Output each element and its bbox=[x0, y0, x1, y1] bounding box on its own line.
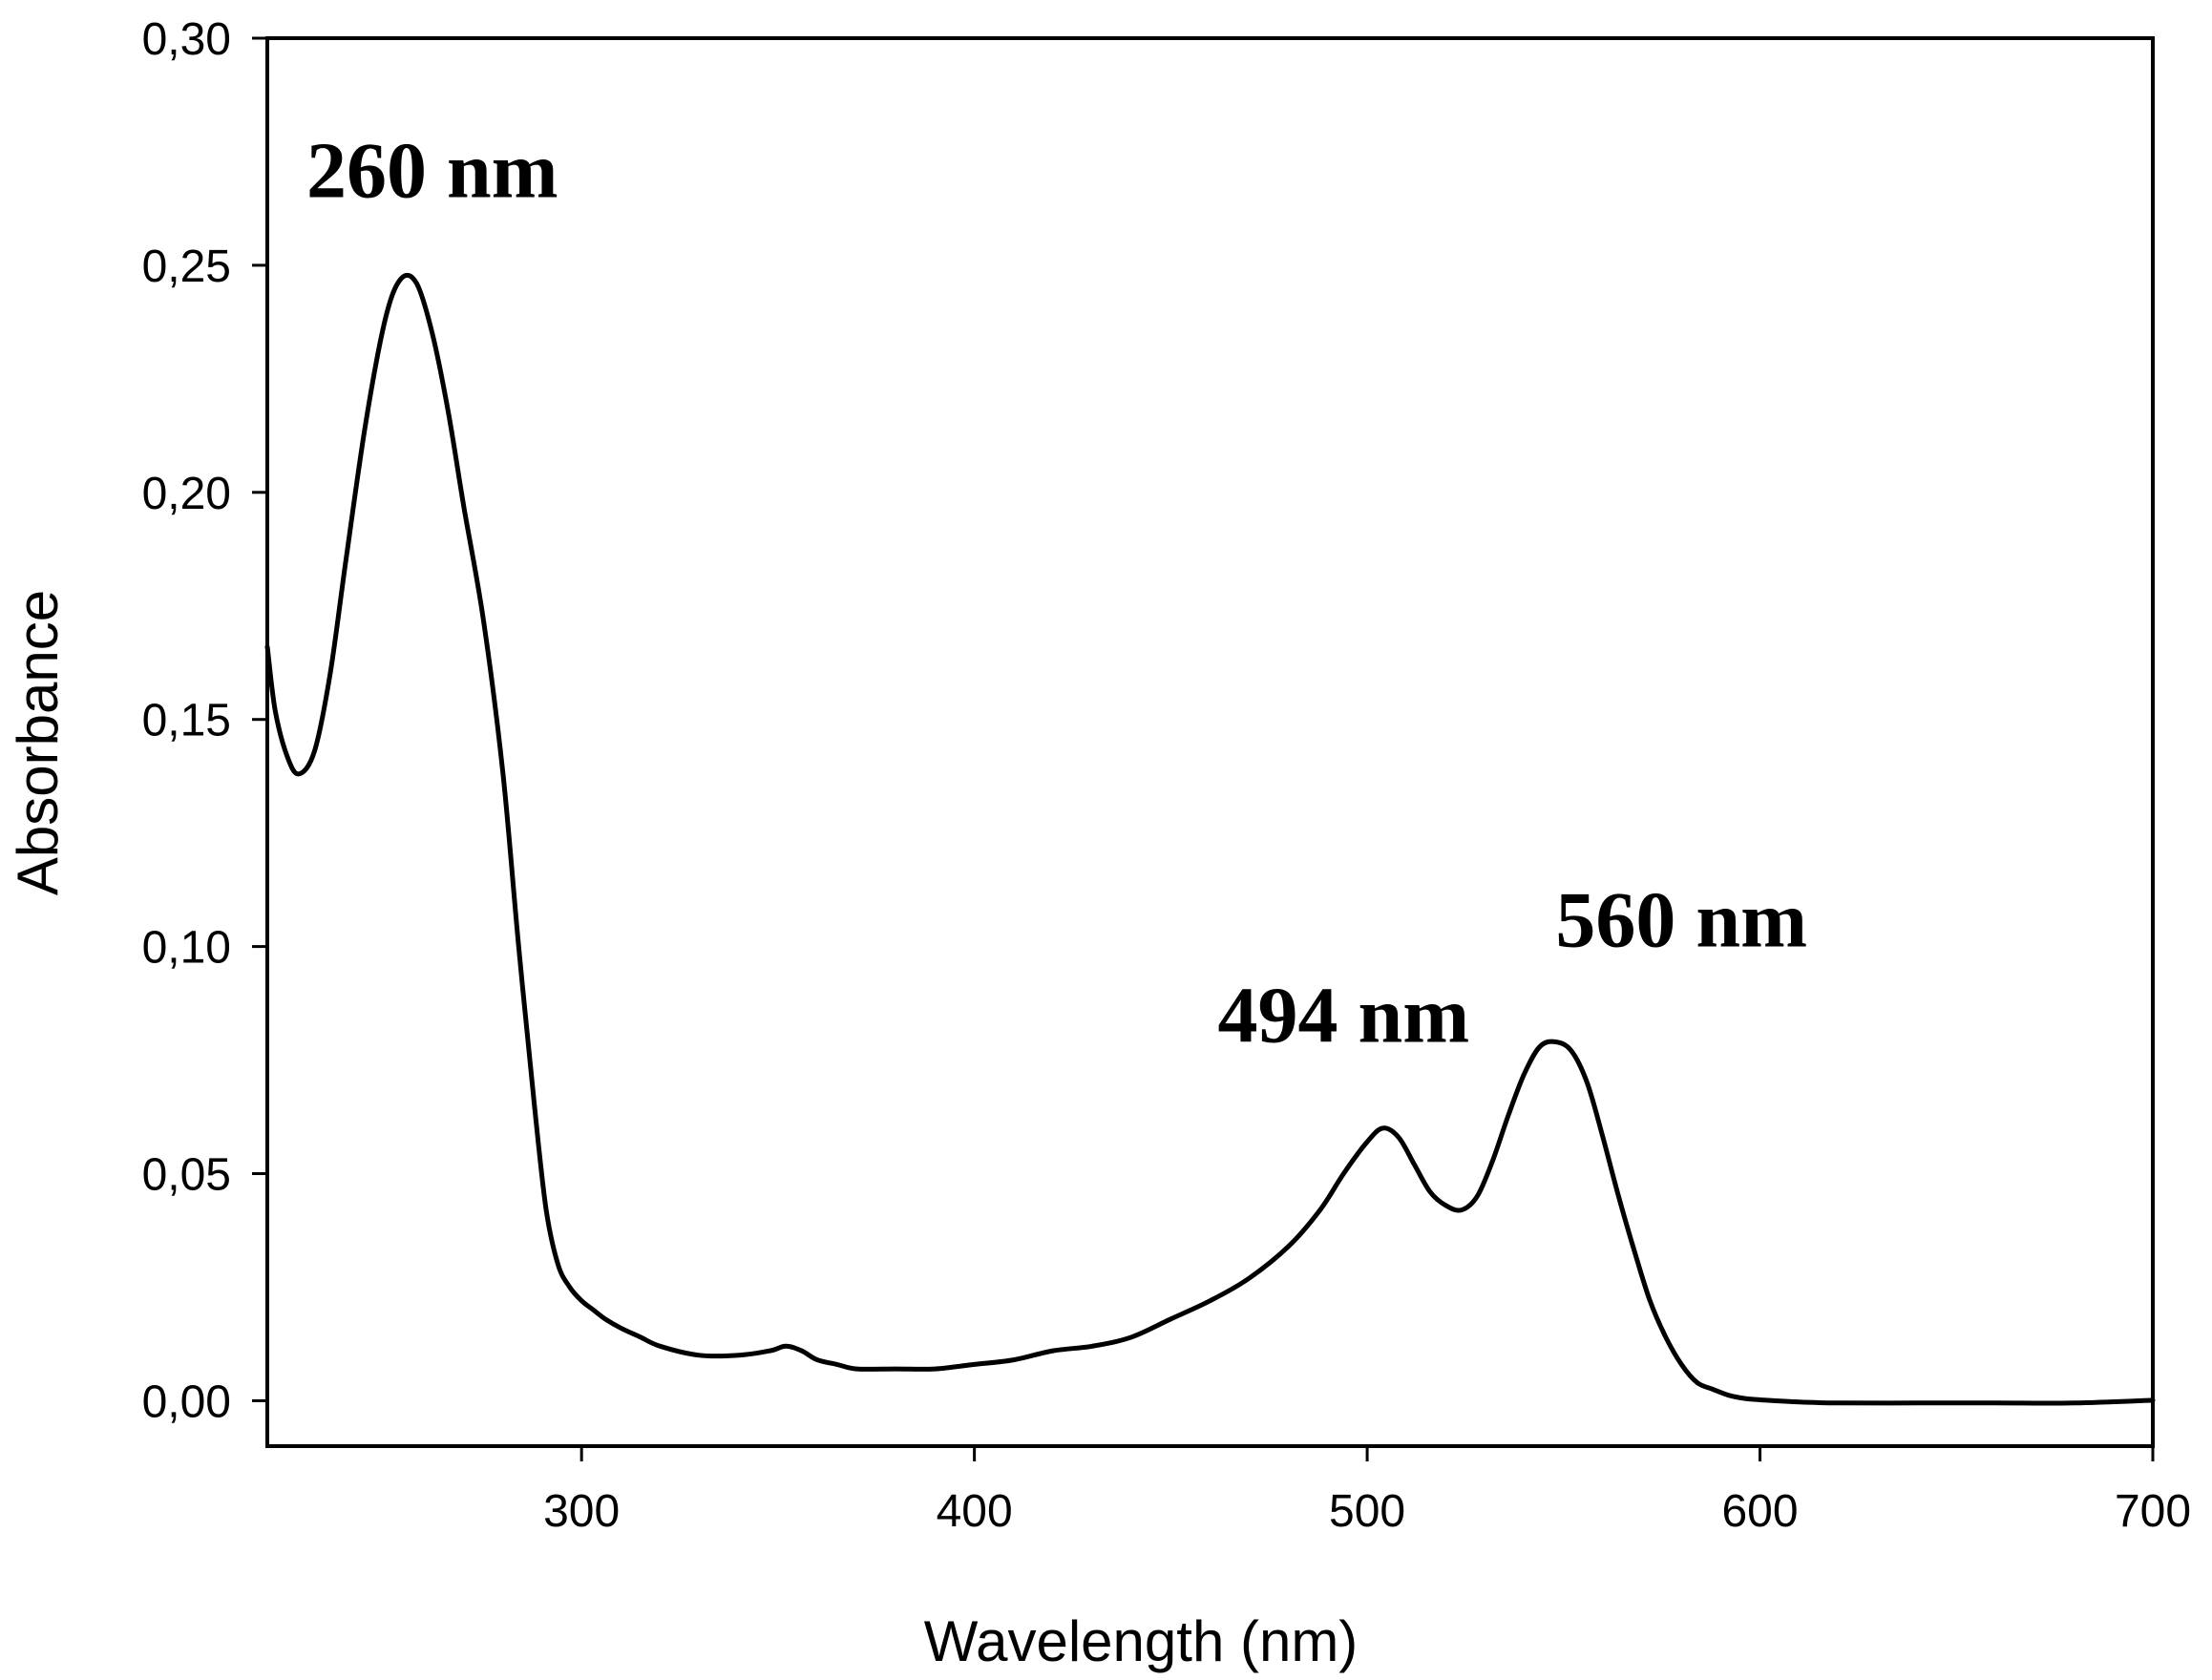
x-tick-label: 400 bbox=[937, 1486, 1013, 1537]
y-tick-label: 0,05 bbox=[142, 1150, 231, 1201]
y-tick-label: 0,10 bbox=[142, 923, 231, 974]
y-tick-label: 0,30 bbox=[142, 14, 231, 65]
y-tick-label: 0,00 bbox=[142, 1376, 231, 1427]
y-tick-label: 0,15 bbox=[142, 696, 231, 746]
plot-frame bbox=[265, 36, 2155, 1448]
x-axis-ticks: 300 400 500 600 700 bbox=[543, 1446, 2191, 1537]
y-tick-label: 0,20 bbox=[142, 469, 231, 519]
peak-annotations: 260 nm 494 nm 560 nm bbox=[306, 127, 1807, 1060]
x-tick-label: 300 bbox=[543, 1486, 620, 1537]
x-tick-label: 500 bbox=[1329, 1486, 1405, 1537]
y-axis-ticks: 0,00 0,05 0,10 0,15 0,20 0,25 0,30 bbox=[142, 14, 267, 1427]
peak-label: 494 nm bbox=[1218, 972, 1470, 1060]
x-tick-label: 600 bbox=[1721, 1486, 1798, 1537]
y-tick-label: 0,25 bbox=[142, 242, 231, 292]
y-axis-title: Absorbance bbox=[6, 590, 70, 895]
x-axis-title: Wavelength (nm) bbox=[924, 1609, 1359, 1673]
x-tick-label: 700 bbox=[2115, 1486, 2191, 1537]
absorbance-series-line bbox=[264, 272, 2156, 1406]
peak-label: 560 nm bbox=[1555, 876, 1807, 965]
peak-label: 260 nm bbox=[306, 127, 558, 216]
